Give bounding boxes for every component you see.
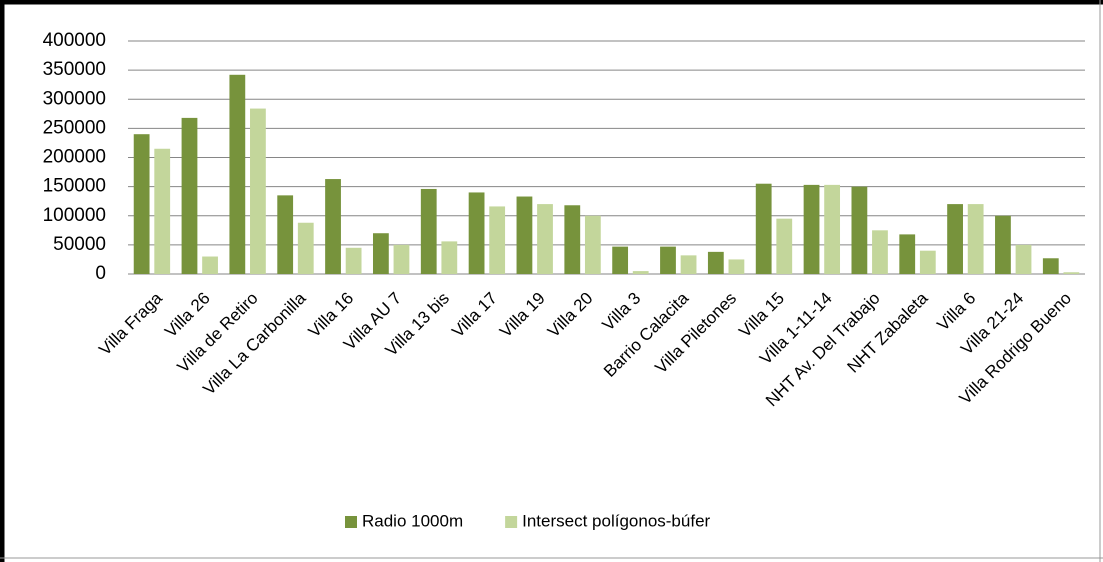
bar (612, 246, 629, 274)
bar (728, 259, 745, 274)
bar (229, 74, 246, 274)
bar (393, 244, 410, 274)
bar (372, 233, 389, 274)
bar (537, 204, 553, 274)
bar (181, 117, 198, 274)
y-tick-label: 200000 (43, 147, 106, 168)
bar (824, 184, 841, 274)
y-tick-label: 300000 (43, 88, 106, 109)
bar (277, 195, 294, 274)
bar (995, 215, 1011, 274)
y-tick-label: 400000 (43, 30, 106, 51)
bar (489, 206, 506, 274)
bar (516, 196, 533, 274)
bar (133, 134, 150, 274)
bar (680, 255, 697, 274)
bar (202, 256, 218, 274)
bar (803, 184, 820, 274)
y-tick-label: 0 (95, 263, 106, 284)
bar (441, 241, 458, 274)
bar (919, 250, 936, 274)
bar (947, 204, 963, 274)
bar (872, 230, 888, 274)
bar (1063, 272, 1080, 274)
bar (660, 246, 676, 274)
bar (584, 215, 601, 274)
bar (755, 183, 772, 274)
bar (707, 251, 724, 274)
bar (776, 218, 793, 274)
y-tick-label: 50000 (53, 234, 106, 255)
bar (1015, 244, 1032, 274)
legend-swatch (505, 516, 518, 528)
legend-label: Intersect polígonos-búfer (522, 511, 710, 530)
bar (564, 205, 581, 274)
bar (899, 234, 916, 274)
legend-swatch (345, 516, 357, 528)
bar (325, 179, 341, 274)
y-tick-label: 100000 (43, 205, 106, 226)
bar (345, 247, 362, 274)
bar (154, 148, 171, 274)
y-tick-label: 350000 (43, 59, 106, 80)
bar (250, 108, 266, 274)
bar (632, 271, 649, 274)
legend-label: Radio 1000m (362, 511, 463, 530)
y-tick-label: 150000 (43, 176, 106, 197)
bar (420, 188, 437, 274)
bar (468, 192, 485, 274)
bar (967, 204, 984, 274)
bar (851, 186, 868, 274)
bar (1042, 258, 1059, 274)
y-tick-label: 250000 (43, 117, 106, 138)
bar (297, 222, 314, 274)
